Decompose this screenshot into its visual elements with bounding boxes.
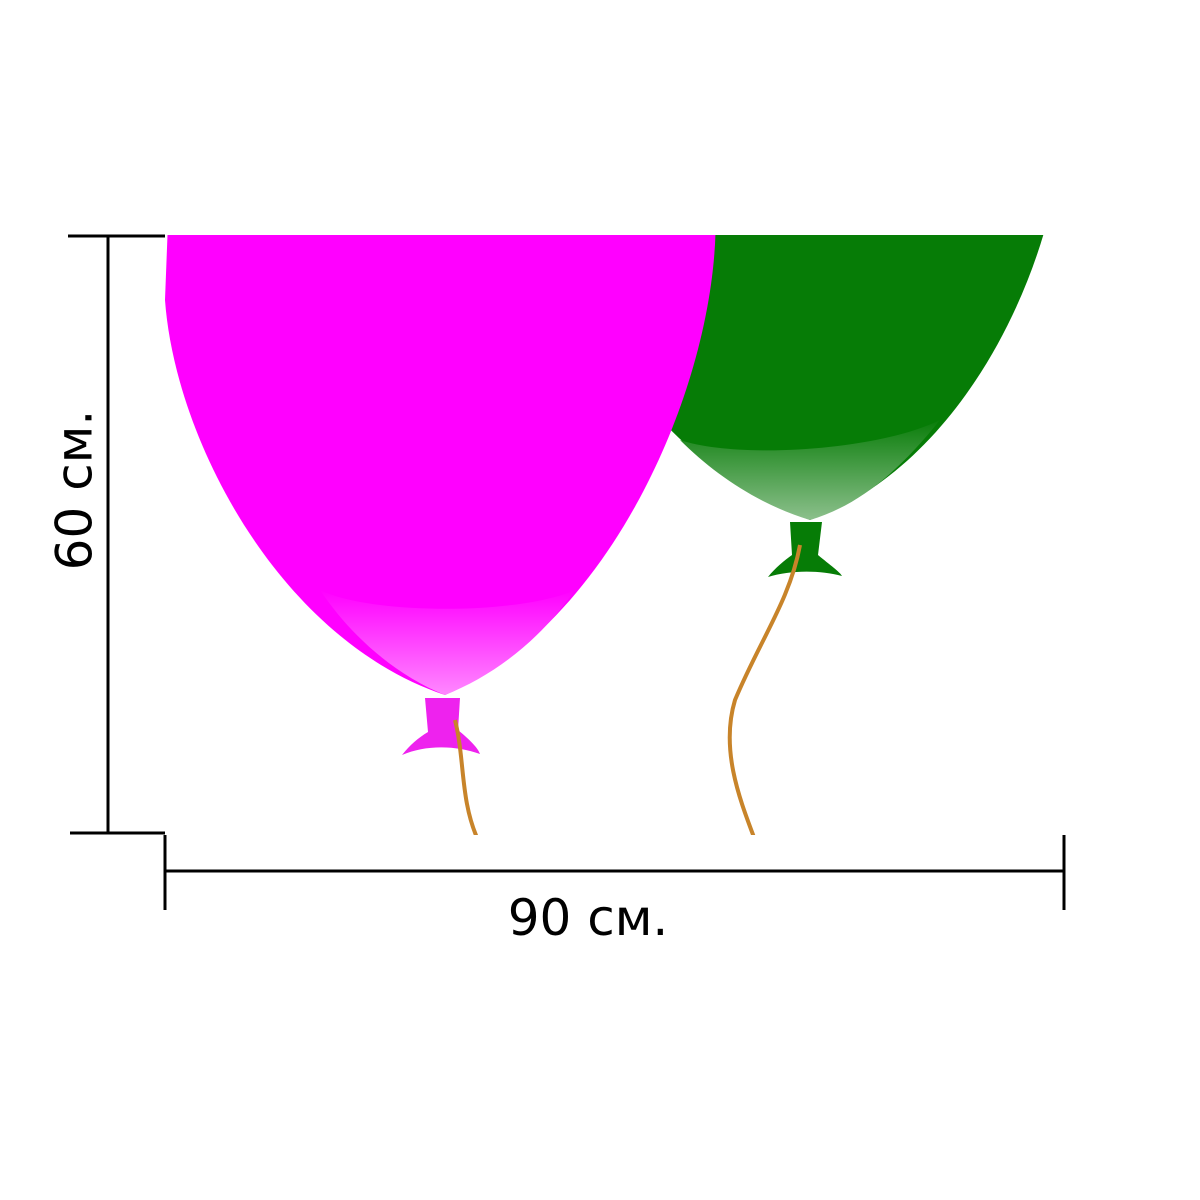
balloon-image: [165, 235, 1044, 835]
pink-balloon: [165, 235, 716, 835]
height-label: 60 см.: [46, 410, 104, 571]
dimension-lines: [68, 234, 1066, 910]
width-label: 90 см.: [508, 889, 669, 947]
